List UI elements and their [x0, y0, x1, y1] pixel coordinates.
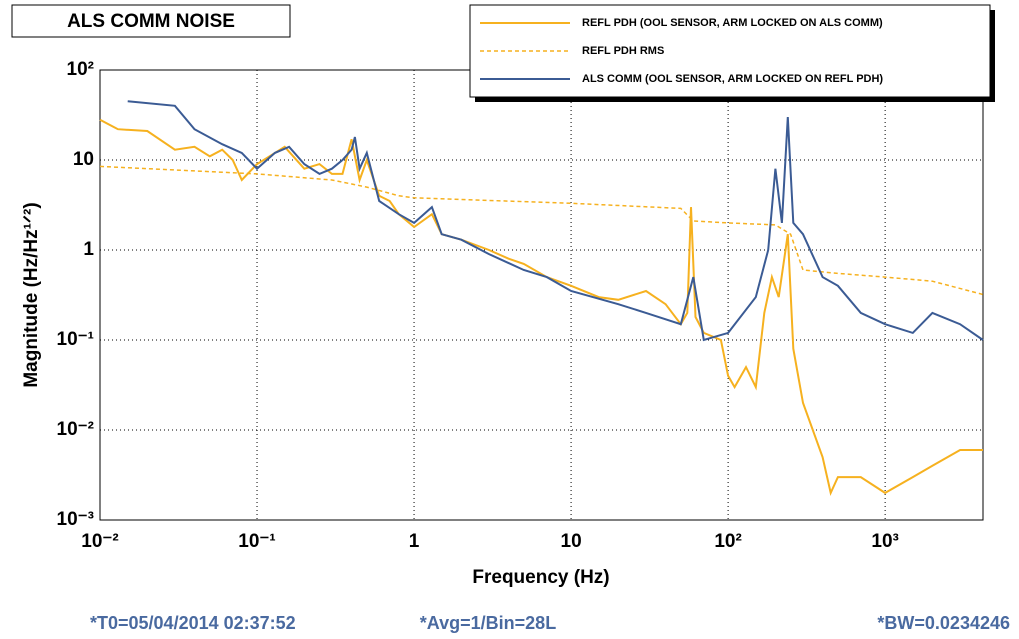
x-tick-label: 10⁻² — [81, 531, 119, 552]
x-tick-label: 10² — [714, 531, 741, 552]
x-axis-label: Frequency (Hz) — [472, 567, 609, 588]
y-tick-label: 10⁻² — [57, 419, 95, 440]
x-tick-label: 10 — [561, 531, 582, 552]
title-box — [11, 4, 291, 38]
footer-text: *BW=0.0234246 — [877, 613, 1010, 633]
x-tick-label: 10³ — [871, 531, 898, 552]
y-tick-label: 10 — [73, 149, 94, 170]
data-line — [127, 100, 984, 342]
y-tick-label: 10⁻³ — [57, 509, 95, 530]
footer-text: *Avg=1/Bin=28L — [420, 613, 556, 633]
legend-label: ALS COMM (OOL SENSOR, ARM LOCKED ON REFL… — [582, 73, 883, 85]
footer-text: *T0=05/04/2014 02:37:52 — [90, 613, 296, 633]
chart-title: ALS COMM NOISE — [67, 11, 235, 32]
legend-label: REFL PDH RMS — [582, 45, 664, 57]
y-tick-label: 10⁻¹ — [57, 329, 95, 350]
legend — [469, 4, 991, 98]
data-line — [99, 118, 983, 497]
y-tick-label: 1 — [83, 239, 94, 260]
y-axis-label: Magnitude (Hz/Hz¹ᐟ²) — [21, 202, 42, 387]
x-tick-label: 1 — [409, 531, 420, 552]
x-tick-label: 10⁻¹ — [238, 531, 276, 552]
plot-frame — [99, 69, 984, 521]
legend-label: REFL PDH (OOL SENSOR, ARM LOCKED ON ALS … — [582, 17, 883, 29]
y-tick-label: 10² — [67, 59, 94, 80]
